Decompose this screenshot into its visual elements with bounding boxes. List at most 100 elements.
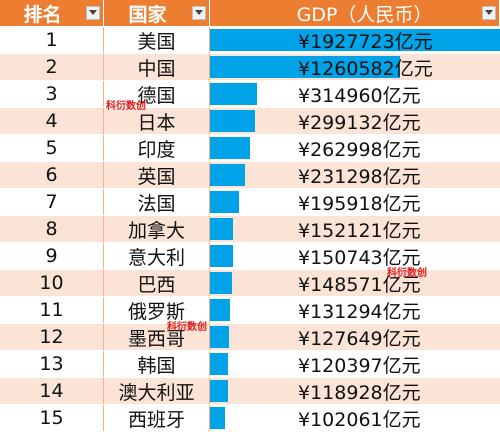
country-cell[interactable]: 中国	[104, 54, 210, 80]
rank-cell[interactable]: 6	[0, 162, 104, 188]
country-cell[interactable]: 加拿大	[104, 216, 210, 242]
gdp-cell[interactable]: ¥299132亿元	[210, 108, 500, 134]
gdp-data-bar	[210, 245, 233, 267]
table-row[interactable]: 2 中国 ¥1260582亿元	[0, 54, 500, 81]
gdp-value: ¥1260582亿元	[298, 57, 433, 80]
country-cell[interactable]: 英国	[104, 162, 210, 188]
watermark: 科衍数创	[387, 268, 427, 279]
gdp-value: ¥120397亿元	[298, 354, 421, 377]
rank-cell[interactable]: 7	[0, 189, 104, 215]
gdp-value: ¥195918亿元	[298, 192, 421, 215]
gdp-cell[interactable]: ¥150743亿元	[210, 243, 500, 269]
country-cell[interactable]: 俄罗斯	[104, 297, 210, 323]
country-cell[interactable]: 西班牙	[104, 405, 210, 431]
rank-cell[interactable]: 2	[0, 54, 104, 80]
gdp-value: ¥148571亿元	[298, 273, 421, 296]
gdp-cell[interactable]: ¥127649亿元	[210, 324, 500, 350]
rank-cell[interactable]: 11	[0, 297, 104, 323]
table-row[interactable]: 1 美国 ¥1927723亿元	[0, 27, 500, 54]
gdp-cell[interactable]: ¥314960亿元	[210, 81, 500, 107]
watermark: 科衍数创	[106, 101, 146, 112]
gdp-cell[interactable]: ¥120397亿元	[210, 351, 500, 377]
table-row[interactable]: 5 印度 ¥262998亿元	[0, 135, 500, 162]
gdp-value: ¥127649亿元	[298, 327, 421, 350]
gdp-value: ¥299132亿元	[298, 111, 421, 134]
gdp-value: ¥262998亿元	[298, 138, 421, 161]
gdp-value: ¥152121亿元	[298, 219, 421, 242]
country-cell[interactable]: 墨西哥	[104, 324, 210, 350]
gdp-cell[interactable]: ¥195918亿元	[210, 189, 500, 215]
gdp-value: ¥118928亿元	[298, 381, 421, 404]
table-row[interactable]: 13 韩国 ¥120397亿元	[0, 351, 500, 378]
gdp-cell[interactable]: ¥262998亿元	[210, 135, 500, 161]
gdp-data-bar	[210, 137, 250, 159]
country-cell[interactable]: 意大利	[104, 243, 210, 269]
header-rank-label: 排名	[23, 3, 62, 26]
filter-dropdown-icon[interactable]	[482, 6, 496, 20]
gdp-cell[interactable]: ¥231298亿元	[210, 162, 500, 188]
gdp-value: ¥231298亿元	[298, 165, 421, 188]
rank-cell[interactable]: 9	[0, 243, 104, 269]
gdp-data-bar	[210, 326, 229, 348]
gdp-data-bar	[210, 272, 232, 294]
gdp-data-bar	[210, 83, 257, 105]
gdp-data-bar	[210, 380, 228, 402]
gdp-data-bar	[210, 110, 255, 132]
gdp-cell[interactable]: ¥1260582亿元	[210, 54, 500, 80]
table-row[interactable]: 8 加拿大 ¥152121亿元	[0, 216, 500, 243]
header-gdp[interactable]: GDP（人民币）	[210, 0, 500, 26]
header-row: 排名 国家 GDP（人民币）	[0, 0, 500, 27]
header-country-label: 国家	[128, 3, 167, 26]
rank-cell[interactable]: 5	[0, 135, 104, 161]
table-row[interactable]: 6 英国 ¥231298亿元	[0, 162, 500, 189]
table-row[interactable]: 11 俄罗斯 ¥131294亿元	[0, 297, 500, 324]
table-row[interactable]: 15 西班牙 ¥102061亿元	[0, 405, 500, 432]
rank-cell[interactable]: 4	[0, 108, 104, 134]
gdp-value: ¥150743亿元	[298, 246, 421, 269]
rank-cell[interactable]: 3	[0, 81, 104, 107]
rank-cell[interactable]: 12	[0, 324, 104, 350]
header-rank[interactable]: 排名	[0, 0, 104, 26]
gdp-cell[interactable]: ¥102061亿元	[210, 405, 500, 431]
filter-dropdown-icon[interactable]	[192, 6, 206, 20]
country-cell[interactable]: 澳大利亚	[104, 378, 210, 404]
country-cell[interactable]: 法国	[104, 189, 210, 215]
table-row[interactable]: 7 法国 ¥195918亿元	[0, 189, 500, 216]
rank-cell[interactable]: 10	[0, 270, 104, 296]
watermark: 科衍数创	[167, 322, 207, 333]
table-row[interactable]: 3 德国 ¥314960亿元	[0, 81, 500, 108]
gdp-data-bar	[210, 407, 225, 429]
rank-cell[interactable]: 1	[0, 27, 104, 53]
rank-cell[interactable]: 14	[0, 378, 104, 404]
gdp-cell[interactable]: ¥1927723亿元	[210, 27, 500, 53]
gdp-data-bar	[210, 164, 245, 186]
gdp-value: ¥1927723亿元	[298, 30, 433, 53]
table-row[interactable]: 4 日本 ¥299132亿元	[0, 108, 500, 135]
rank-cell[interactable]: 13	[0, 351, 104, 377]
country-cell[interactable]: 德国	[104, 81, 210, 107]
gdp-cell[interactable]: ¥131294亿元	[210, 297, 500, 323]
country-cell[interactable]: 日本	[104, 108, 210, 134]
table-row[interactable]: 10 巴西 ¥148571亿元	[0, 270, 500, 297]
table-row[interactable]: 12 墨西哥 ¥127649亿元	[0, 324, 500, 351]
gdp-data-bar	[210, 299, 230, 321]
country-cell[interactable]: 巴西	[104, 270, 210, 296]
gdp-data-bar	[210, 191, 239, 213]
gdp-value: ¥102061亿元	[298, 408, 421, 431]
table-row[interactable]: 14 澳大利亚 ¥118928亿元	[0, 378, 500, 405]
filter-dropdown-icon[interactable]	[86, 6, 100, 20]
header-country[interactable]: 国家	[104, 0, 210, 26]
gdp-data-bar	[210, 29, 500, 51]
country-cell[interactable]: 印度	[104, 135, 210, 161]
table-row[interactable]: 9 意大利 ¥150743亿元	[0, 243, 500, 270]
rank-cell[interactable]: 8	[0, 216, 104, 242]
gdp-value: ¥131294亿元	[298, 300, 421, 323]
country-cell[interactable]: 韩国	[104, 351, 210, 377]
rank-cell[interactable]: 15	[0, 405, 104, 431]
gdp-data-bar	[210, 353, 228, 375]
gdp-cell[interactable]: ¥152121亿元	[210, 216, 500, 242]
gdp-cell[interactable]: ¥118928亿元	[210, 378, 500, 404]
gdp-cell[interactable]: ¥148571亿元	[210, 270, 500, 296]
country-cell[interactable]: 美国	[104, 27, 210, 53]
